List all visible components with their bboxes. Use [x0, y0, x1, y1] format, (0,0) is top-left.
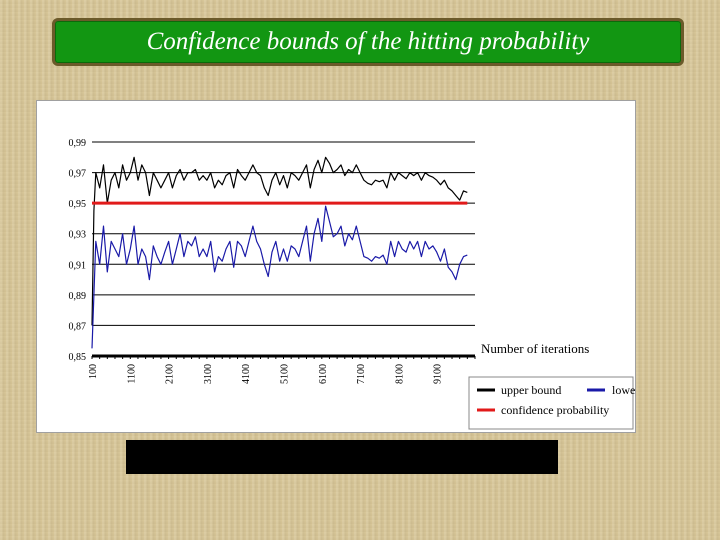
series-lower-bound	[91, 205, 468, 349]
x-axis-label: Number of iterations	[481, 341, 589, 356]
slide-title: Confidence bounds of the hitting probabi…	[146, 28, 590, 55]
x-tick-label: 4100	[241, 364, 252, 384]
series-upper-bound	[91, 156, 468, 326]
x-tick-label: 9100	[433, 364, 444, 384]
x-tick-label: 3100	[203, 364, 214, 384]
y-tick-label: 0,97	[69, 169, 87, 180]
y-tick-label: 0,99	[69, 138, 87, 149]
x-tick-label: 2100	[165, 364, 176, 384]
legend-upper-bound-label: upper bound	[501, 383, 561, 397]
black-caption-bar	[126, 440, 558, 474]
x-tick-label: 100	[88, 364, 99, 379]
y-tick-label: 0,89	[69, 291, 87, 302]
x-tick-label: 7100	[356, 364, 367, 384]
y-tick-label: 0,93	[69, 230, 87, 241]
legend-lower-bound-label: lower bound	[612, 383, 635, 397]
y-tick-label: 0,91	[69, 260, 87, 271]
y-tick-label: 0,95	[69, 199, 87, 210]
chart-panel: 0,99 0,97 0,95 0,93 0,91 0,89 0,87 0,85 100 1100 2…	[36, 100, 672, 433]
x-tick-label: 1100	[126, 364, 137, 384]
slide-title-bar: Confidence bounds of the hitting probabi…	[52, 18, 684, 66]
y-tick-label: 0,87	[69, 321, 87, 332]
y-tick-label: 0,85	[69, 352, 87, 363]
legend-box	[468, 376, 634, 430]
x-tick-label: 5100	[280, 364, 291, 384]
legend-confidence-probability-label: confidence probability	[501, 403, 609, 417]
x-tick-label: 6100	[318, 364, 329, 384]
x-tick-label: 8100	[394, 364, 405, 384]
